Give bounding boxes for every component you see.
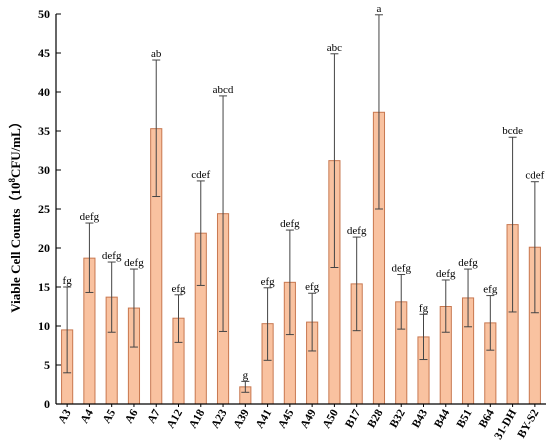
significance-label-B28: a: [377, 3, 382, 15]
error-bar-A23: [219, 95, 228, 332]
significance-label-A5: defg: [102, 250, 122, 262]
x-tick-label-A4: A4: [79, 407, 97, 425]
x-tick-label-B44: B44: [432, 407, 452, 430]
significance-label-A6: defg: [124, 257, 144, 269]
error-bar-A18: [196, 180, 205, 286]
error-bar-A45: [285, 229, 294, 336]
x-tick-label-B17: B17: [343, 407, 363, 430]
y-tick-label: 20: [38, 241, 50, 255]
error-bar-B32: [397, 274, 406, 330]
error-bar-A12: [174, 294, 183, 343]
y-tick-label: 30: [38, 163, 50, 177]
significance-label-A18: cdef: [191, 169, 210, 181]
error-bar-A50: [330, 53, 339, 268]
x-tick-label-A41: A41: [254, 407, 274, 430]
x-tick-label-A18: A18: [187, 407, 207, 430]
x-tick-label-A39: A39: [232, 407, 252, 430]
y-tick-label: 45: [38, 46, 50, 60]
significance-label-A12: efg: [171, 283, 186, 295]
x-tick-label-A7: A7: [145, 407, 163, 425]
significance-label-A45: defg: [280, 218, 300, 230]
y-tick-label: 35: [38, 124, 50, 138]
error-bar-B64: [486, 295, 495, 351]
y-tick-label: 25: [38, 202, 50, 216]
x-tick-label-B64: B64: [477, 407, 497, 430]
error-bar-B28: [374, 14, 383, 210]
error-bar-A7: [152, 59, 161, 198]
y-tick-label: 0: [44, 397, 50, 411]
error-bar-A49: [308, 292, 317, 352]
error-bar-A41: [263, 287, 272, 361]
x-tick-label-B43: B43: [410, 407, 430, 430]
y-tick-label: 5: [44, 358, 50, 372]
x-tick-label-A50: A50: [321, 407, 341, 430]
significance-labels-layer: fgdefgdefgdefgabefgcdefabcdgefgdefgefgab…: [63, 3, 545, 382]
x-tick-label-B28: B28: [366, 407, 386, 430]
y-tick-label: 40: [38, 85, 50, 99]
error-bar-B44: [441, 279, 450, 333]
error-bar-B51: [464, 268, 473, 328]
significance-label-A3: fg: [63, 275, 73, 287]
significance-label-A41: efg: [261, 276, 276, 288]
y-axis-label-part: CFU/mL）: [8, 115, 23, 178]
x-tick-label-A6: A6: [123, 407, 141, 425]
y-tick-label: 50: [38, 7, 50, 21]
y-axis-label-superscript: 8: [7, 178, 17, 183]
error-bar-A4: [85, 222, 94, 293]
significance-label-A23: abcd: [213, 84, 234, 96]
y-tick-label: 15: [38, 280, 50, 294]
significance-label-B44: defg: [436, 268, 456, 280]
x-tick-label-A49: A49: [298, 407, 318, 430]
significance-label-A49: efg: [305, 281, 320, 293]
error-bar-A5: [107, 261, 116, 333]
error-bar-31-DH: [508, 136, 517, 313]
significance-label-B51: defg: [458, 257, 478, 269]
significance-label-B64: efg: [483, 284, 498, 296]
significance-label-A39: g: [243, 369, 249, 381]
y-axis-label: Viable Cell Counts（108CFU/mL）: [7, 115, 23, 313]
significance-label-A50: abc: [327, 42, 342, 54]
error-bar-A6: [129, 268, 138, 348]
x-tick-label-A23: A23: [209, 407, 229, 430]
error-bar-B43: [419, 313, 428, 361]
significance-label-A7: ab: [151, 48, 162, 60]
significance-label-B32: defg: [391, 263, 411, 275]
error-bar-B17: [352, 236, 361, 332]
significance-label-A4: defg: [80, 211, 100, 223]
x-tick-label-A3: A3: [56, 407, 74, 425]
x-tick-label-BY-S2: BY-S2: [516, 407, 542, 440]
x-tick-label-A45: A45: [276, 407, 296, 430]
error-bar-A39: [241, 380, 250, 393]
error-bar-A3: [63, 286, 72, 374]
significance-label-B17: defg: [347, 225, 367, 237]
y-axis-label-group: Viable Cell Counts（108CFU/mL）: [7, 115, 23, 313]
x-tick-label-B32: B32: [388, 407, 408, 430]
x-tick-label-A5: A5: [101, 407, 119, 425]
significance-label-B43: fg: [419, 302, 429, 314]
y-tick-label: 10: [38, 319, 50, 333]
x-tick-label-B51: B51: [455, 407, 475, 430]
significance-label-BY-S2: cdef: [525, 170, 544, 182]
x-tick-label-A12: A12: [165, 407, 185, 430]
significance-label-31-DH: bcde: [502, 125, 523, 137]
error-bars-layer: [63, 14, 539, 393]
x-tick-label-31-DH: 31-DH: [492, 407, 519, 441]
error-bar-BY-S2: [530, 181, 539, 314]
y-axis-label-part: Viable Cell Counts（10: [8, 183, 23, 313]
